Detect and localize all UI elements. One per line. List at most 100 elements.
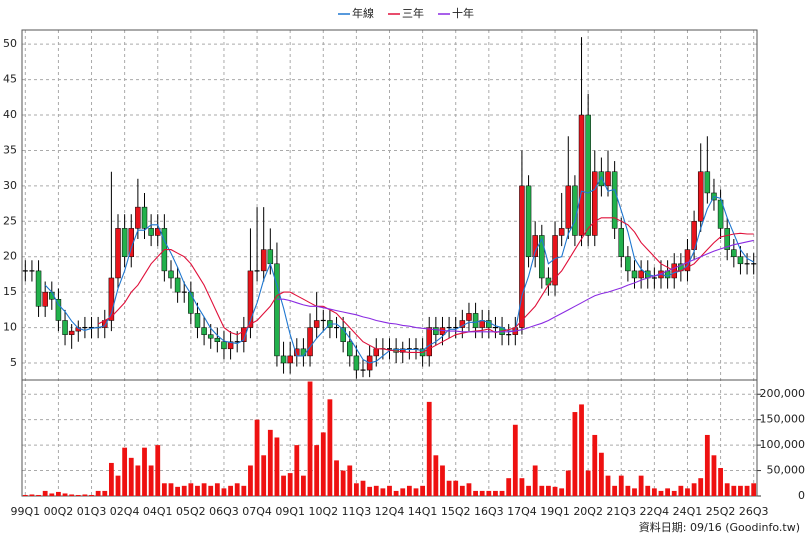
- volume-bar: [645, 485, 651, 496]
- volume-bar: [234, 483, 240, 496]
- legend-label: 十年: [452, 6, 474, 20]
- candle-body: [221, 341, 227, 350]
- volume-bar: [751, 483, 757, 496]
- volume-bar: [625, 485, 631, 496]
- candle-body: [260, 249, 267, 272]
- volume-bar: [446, 480, 452, 496]
- y-tick-label: 15: [3, 285, 17, 298]
- candle-body: [592, 171, 598, 236]
- y-tick-label: 45: [3, 73, 17, 86]
- x-tick-label: 00Q2: [44, 505, 74, 518]
- volume-bar: [208, 485, 214, 496]
- candle-body: [585, 114, 591, 236]
- volume-bar: [62, 493, 68, 496]
- y2-tick-label: 0: [798, 489, 805, 502]
- volume-bar: [519, 478, 525, 496]
- x-tick-label: 16Q3: [474, 505, 504, 518]
- x-tick-label: 15Q2: [441, 505, 471, 518]
- y-tick-label: 40: [3, 108, 17, 121]
- y-tick-label: 50: [3, 37, 17, 50]
- candle-body: [611, 171, 618, 229]
- y2-tick-label: 100,000: [760, 438, 806, 451]
- candle-body: [605, 171, 611, 187]
- volume-bar: [605, 475, 611, 496]
- volume-bar: [678, 485, 684, 496]
- candle-body: [35, 270, 42, 307]
- volume-bar: [148, 465, 154, 496]
- volume-bar: [638, 475, 644, 496]
- candle-body: [525, 185, 532, 257]
- candle-body: [519, 185, 525, 328]
- volume-bar: [301, 475, 306, 496]
- candle-body: [731, 249, 737, 257]
- candle-body: [578, 114, 585, 236]
- candle-body: [565, 185, 572, 229]
- candle-body: [148, 228, 154, 236]
- candle-body: [108, 277, 115, 321]
- candle-body: [353, 355, 360, 371]
- candle-body: [399, 348, 406, 353]
- volume-bar: [82, 494, 88, 496]
- volume-bar: [29, 494, 35, 496]
- volume-bar: [307, 381, 313, 496]
- candle-body: [247, 270, 254, 328]
- volume-bar: [711, 455, 717, 496]
- volume-bar: [632, 488, 637, 496]
- volume-bar: [340, 470, 346, 496]
- volume-bar: [579, 404, 584, 496]
- candle-body: [194, 313, 201, 328]
- candle-body: [697, 171, 704, 222]
- volume-bar: [75, 494, 81, 496]
- candle-body: [724, 228, 730, 250]
- candle-body: [135, 206, 141, 229]
- volume-bar: [36, 494, 41, 496]
- candle-body: [631, 270, 638, 279]
- x-tick-label: 17Q4: [507, 505, 537, 518]
- volume-bar: [294, 445, 300, 496]
- volume-bar: [618, 475, 624, 496]
- x-tick-label: 99Q1: [10, 505, 40, 518]
- volume-bar: [718, 468, 723, 496]
- volume-bar: [334, 460, 339, 496]
- volume-bar: [181, 485, 187, 496]
- x-tick-label: 01Q3: [77, 505, 107, 518]
- y2-tick-label: 150,000: [760, 413, 806, 426]
- candle-body: [426, 327, 432, 357]
- volume-bar: [539, 485, 545, 496]
- volume-bar: [598, 452, 604, 496]
- volume-bar: [261, 455, 267, 496]
- volume-bar: [102, 490, 108, 496]
- y-tick-label: 35: [3, 143, 17, 156]
- volume-bar: [486, 490, 492, 496]
- volume-bar: [685, 488, 690, 496]
- volume-bar: [108, 462, 114, 496]
- volume-bar: [214, 483, 220, 496]
- volume-bar: [161, 483, 167, 496]
- x-tick-label: 11Q3: [342, 505, 372, 518]
- x-tick-label: 12Q4: [375, 505, 405, 518]
- volume-bar: [188, 483, 194, 496]
- candle-body: [287, 355, 293, 364]
- candle-body: [313, 320, 320, 328]
- candle-body: [68, 330, 75, 335]
- volume-bar: [671, 490, 677, 496]
- candle-body: [168, 270, 174, 279]
- volume-bar: [320, 432, 326, 496]
- candle-body: [207, 334, 214, 339]
- candle-body: [433, 327, 439, 335]
- y-tick-label: 20: [3, 250, 17, 263]
- volume-bar: [42, 490, 48, 496]
- volume-bar: [267, 429, 273, 496]
- candle-body: [638, 270, 644, 279]
- volume-bar: [704, 434, 710, 496]
- x-tick-label: 02Q4: [110, 505, 140, 518]
- candle-body: [201, 327, 207, 335]
- volume-bar: [691, 483, 697, 496]
- volume-bar: [473, 490, 478, 496]
- ma-line: [97, 217, 754, 353]
- candle-body: [539, 235, 545, 279]
- candle-body: [717, 199, 724, 229]
- volume-bar: [274, 437, 280, 496]
- candle-body: [267, 249, 274, 265]
- candle-body: [307, 327, 313, 357]
